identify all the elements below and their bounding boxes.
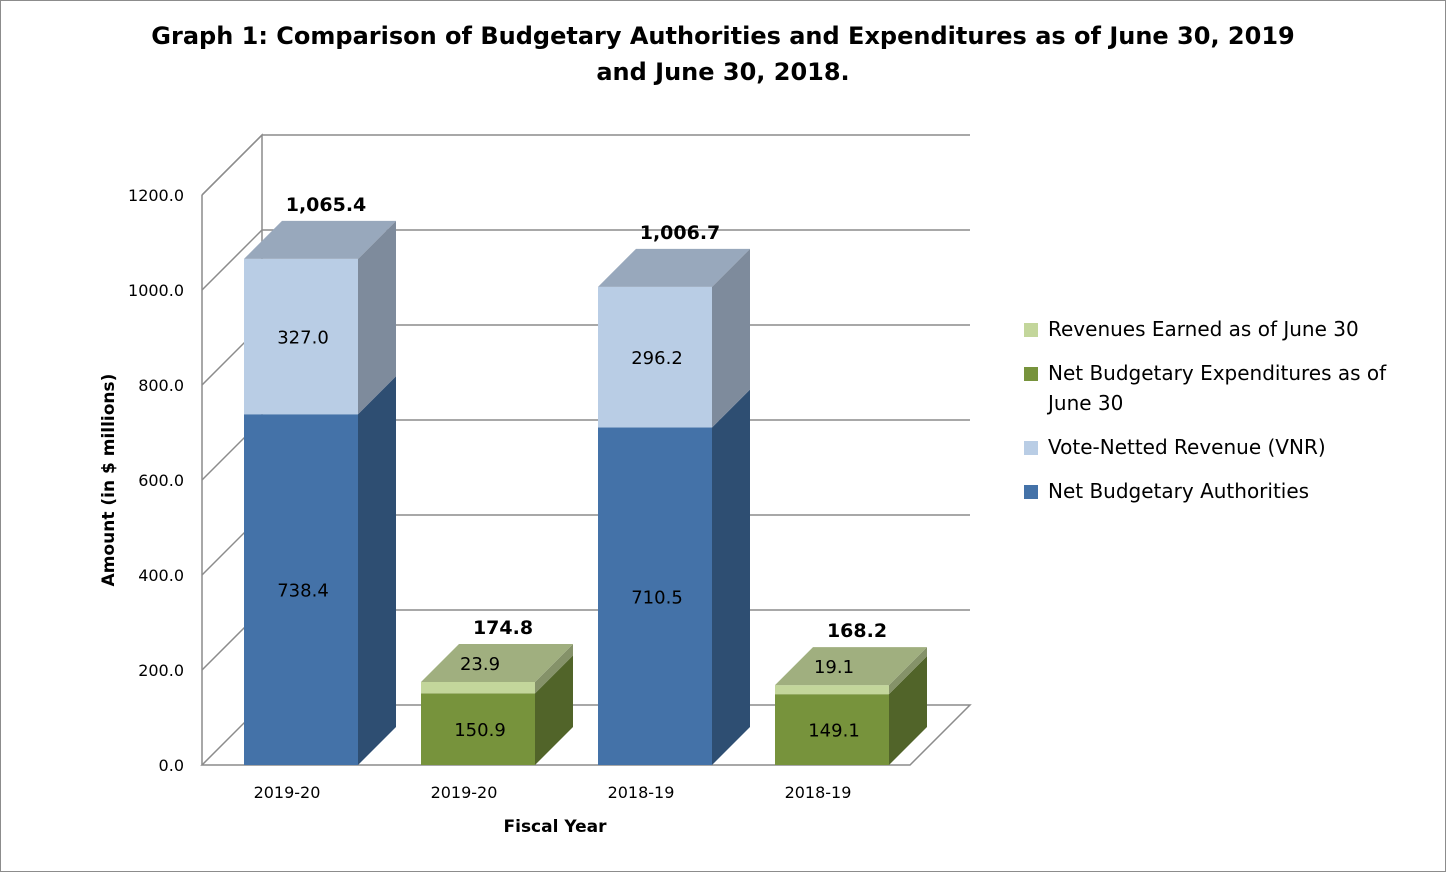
gridline (201, 229, 970, 291)
bar-front (775, 685, 889, 695)
data-label: 296.2 (631, 348, 683, 369)
bar-top (775, 647, 927, 686)
y-tick-label: 1000.0 (128, 281, 184, 300)
legend-label: Vote-Netted Revenue (VNR) (1048, 435, 1326, 459)
y-tick-label: 600.0 (138, 471, 184, 490)
legend-swatch (1024, 367, 1038, 381)
y-tick-label: 200.0 (138, 661, 184, 680)
legend-item: Revenues Earned as of June 30 (1024, 314, 1424, 344)
legend-label: Net Budgetary Authorities (1048, 479, 1310, 503)
data-label: 150.9 (454, 720, 506, 741)
bar-top (244, 220, 396, 259)
bar-side (358, 220, 396, 415)
legend-swatch (1024, 441, 1038, 455)
bar-side (712, 248, 750, 428)
data-label: 738.4 (277, 581, 329, 602)
x-tick-label: 2019-20 (431, 783, 498, 802)
legend-item: Net Budgetary Authorities (1024, 476, 1424, 506)
x-tick-label: 2019-20 (254, 783, 321, 802)
legend-swatch (1024, 485, 1038, 499)
total-label: 1,065.4 (286, 194, 367, 216)
total-label: 168.2 (827, 620, 887, 642)
gridline (201, 134, 970, 196)
x-tick-label: 2018-19 (608, 783, 675, 802)
y-axis-title: Amount (in $ millions) (99, 374, 119, 587)
data-label: 327.0 (277, 328, 329, 349)
bar-side (889, 656, 927, 765)
y-tick-label: 0.0 (159, 756, 184, 775)
bar-side (535, 655, 573, 765)
data-label: 23.9 (460, 654, 500, 675)
bar-front (421, 681, 535, 694)
legend-swatch (1024, 323, 1038, 337)
bar-top (421, 643, 573, 682)
x-axis-title: Fiscal Year (504, 817, 608, 837)
bar-front (421, 693, 535, 765)
bar-side (535, 643, 573, 694)
y-tick-label: 400.0 (138, 566, 184, 585)
legend-item: Net Budgetary Expenditures as of June 30 (1024, 358, 1424, 418)
y-tick-label: 1200.0 (128, 186, 184, 205)
bar-side (712, 389, 750, 765)
chart-title: Graph 1: Comparison of Budgetary Authori… (151, 22, 1295, 86)
total-label: 174.8 (473, 617, 533, 639)
bar-top (598, 248, 750, 287)
legend-label: Net Budgetary Expenditures as of June 30 (1048, 361, 1387, 415)
y-tick-label: 800.0 (138, 376, 184, 395)
data-label: 710.5 (631, 587, 683, 608)
bar-front (775, 694, 889, 765)
bar-front (244, 414, 358, 765)
data-label: 19.1 (814, 657, 854, 678)
bar-front (598, 286, 712, 428)
total-label: 1,006.7 (640, 222, 721, 244)
legend-label: Revenues Earned as of June 30 (1048, 317, 1359, 341)
legend: Revenues Earned as of June 30 Net Budgeta… (1024, 314, 1424, 520)
bar-side (358, 376, 396, 765)
data-label: 149.1 (808, 721, 860, 742)
legend-item: Vote-Netted Revenue (VNR) (1024, 432, 1424, 462)
bar-front (598, 427, 712, 765)
x-tick-label: 2018-19 (785, 783, 852, 802)
bar-side (889, 647, 927, 695)
bar-front (244, 258, 358, 415)
